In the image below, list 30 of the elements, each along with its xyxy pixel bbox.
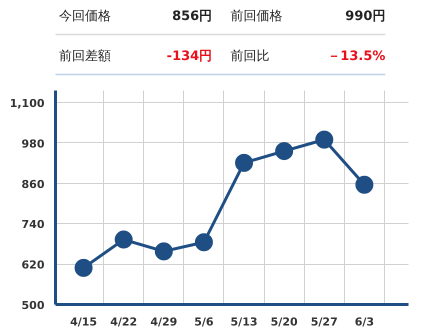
x-tick-label: 6/3: [354, 316, 374, 328]
y-tick-label: 860: [22, 178, 45, 191]
x-tick-label: 5/20: [270, 316, 298, 328]
point: [355, 176, 374, 194]
x-tick-label: 5/13: [230, 316, 258, 328]
text: 前回価格: [230, 9, 282, 24]
point: [74, 258, 93, 277]
y-tick-label: 740: [22, 218, 45, 232]
point: [275, 142, 294, 160]
text: 前回差額: [58, 49, 111, 64]
point: [154, 242, 173, 260]
text: 856円: [172, 9, 212, 24]
point: [194, 233, 213, 252]
x-tick-label: 4/29: [150, 316, 178, 328]
text: -134円: [166, 49, 212, 64]
x-tick-label: 5/6: [194, 316, 214, 328]
y-tick-label: 980: [22, 137, 45, 150]
point: [114, 230, 133, 249]
text: －13.5%: [327, 49, 386, 64]
point: [315, 130, 334, 149]
x-tick-label: 4/22: [110, 316, 138, 328]
text: 990円: [345, 9, 386, 24]
x-tick-label: 5/27: [310, 316, 338, 328]
text: 今回価格: [58, 9, 111, 24]
y-tick-label: 1,100: [10, 97, 45, 110]
y-tick-label: 620: [22, 258, 45, 272]
point: [235, 154, 254, 172]
text: 前回比: [230, 49, 270, 64]
y-tick-label: 500: [22, 299, 45, 312]
x-tick-label: 4/15: [70, 316, 98, 328]
